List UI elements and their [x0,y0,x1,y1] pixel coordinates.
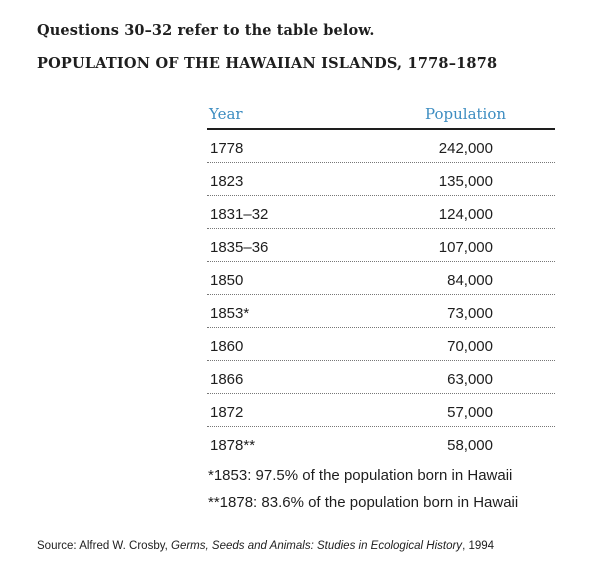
footnotes: *1853: 97.5% of the population born in H… [208,462,518,516]
cell-year: 1878** [210,437,256,454]
cell-year: 1872 [210,404,244,421]
cell-year: 1850 [210,272,244,289]
footnote-1853: *1853: 97.5% of the population born in H… [208,467,513,484]
cell-year: 1853* [210,305,250,322]
cell-population: 107,000 [438,239,493,256]
table-row: 1823 135,000 [207,163,555,196]
cell-population: 58,000 [447,437,493,454]
table-header: Year Population [207,100,555,130]
cell-year: 1823 [210,173,244,190]
cell-population: 135,000 [438,173,493,190]
header-year: Year [209,105,243,123]
table-row: 1860 70,000 [207,328,555,361]
cell-population: 70,000 [447,338,493,355]
cell-population: 242,000 [438,140,493,157]
cell-year: 1835–36 [210,239,269,256]
cell-population: 124,000 [438,206,493,223]
table-row: 1850 84,000 [207,262,555,295]
table-row: 1835–36 107,000 [207,229,555,262]
cell-population: 57,000 [447,404,493,421]
cell-year: 1866 [210,371,244,388]
table-row: 1853* 73,000 [207,295,555,328]
header-population: Population [425,105,507,123]
cell-year: 1778 [210,140,244,157]
table-row: 1878** 58,000 [207,427,555,459]
source-citation: Source: Alfred W. Crosby, Germs, Seeds a… [37,540,494,552]
source-book-title: Germs, Seeds and Animals: Studies in Eco… [171,540,463,552]
footnote-1878: **1878: 83.6% of the population born in … [208,494,519,511]
population-table: Year Population 1778 242,000 1823 135,000 18… [207,100,555,459]
source-suffix: , 1994 [462,540,495,552]
table-row: 1872 57,000 [207,394,555,427]
cell-population: 84,000 [447,272,493,289]
table-body: 1778 242,000 1823 135,000 1831–32 124,000 1835… [207,130,555,459]
table-title: POPULATION OF THE HAWAIIAN ISLANDS, 1778… [37,55,498,72]
cell-year: 1831–32 [210,206,269,223]
cell-year: 1860 [210,338,244,355]
table-row: 1831–32 124,000 [207,196,555,229]
cell-population: 73,000 [447,305,493,322]
table-row: 1778 242,000 [207,130,555,163]
cell-population: 63,000 [447,371,493,388]
table-row: 1866 63,000 [207,361,555,394]
question-intro: Questions 30–32 refer to the table below… [37,22,375,39]
source-prefix: Source: Alfred W. Crosby, [37,540,172,552]
